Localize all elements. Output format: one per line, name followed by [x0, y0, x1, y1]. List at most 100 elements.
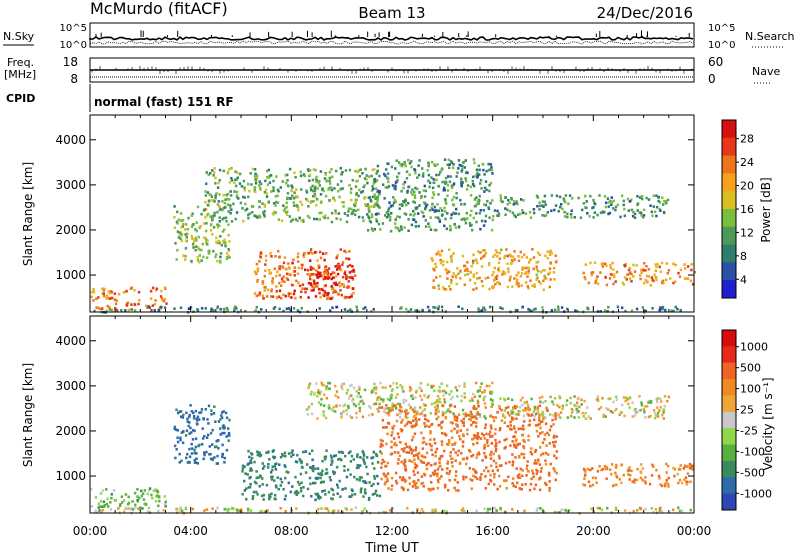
echo-cell — [354, 201, 357, 205]
echo-cell — [513, 250, 516, 253]
echo-cell — [482, 469, 486, 472]
echo-cell — [278, 273, 281, 277]
echo-cell — [205, 256, 209, 259]
echo-cell — [331, 460, 334, 464]
echo-cell — [350, 187, 353, 191]
echo-cell — [228, 198, 231, 201]
echo-cell — [507, 397, 510, 400]
station-title: McMurdo (fitACF) — [90, 0, 228, 18]
echo-cell — [90, 295, 93, 299]
echo-cell — [549, 413, 552, 416]
echo-cell — [345, 277, 348, 280]
echo-cell — [442, 394, 445, 397]
echo-cell — [689, 464, 692, 468]
echo-cell — [423, 184, 426, 188]
echo-cell — [351, 276, 354, 279]
echo-cell — [271, 281, 274, 285]
echo-cell — [539, 507, 542, 510]
echo-cell — [324, 275, 327, 279]
echo-cell — [315, 203, 318, 207]
echo-cell — [329, 309, 332, 312]
echo-cell — [296, 205, 300, 209]
echo-cell — [333, 271, 336, 275]
echo-cell — [294, 218, 298, 221]
power-ytick-label: 2000 — [55, 223, 86, 237]
echo-cell — [636, 195, 639, 198]
echo-cell — [452, 182, 456, 185]
echo-cell — [410, 394, 413, 398]
echo-cell — [442, 186, 446, 190]
echo-cell — [589, 468, 592, 472]
echo-cell — [484, 214, 488, 218]
echo-cell — [448, 163, 451, 166]
echo-cell — [479, 227, 482, 231]
echo-cell — [424, 425, 427, 428]
echo-cell — [437, 480, 440, 484]
echo-cell — [626, 397, 629, 401]
echo-cell — [182, 254, 185, 257]
echo-cell — [290, 455, 293, 458]
echo-cell — [456, 429, 459, 433]
echo-cell — [175, 448, 178, 451]
echo-cell — [311, 252, 314, 255]
echo-cell — [566, 212, 569, 216]
echo-cell — [309, 265, 312, 269]
echo-cell — [471, 399, 474, 402]
echo-cell — [148, 489, 151, 492]
echo-cell — [441, 209, 444, 212]
echo-cell — [276, 188, 280, 192]
echo-cell — [505, 486, 508, 490]
echo-cell — [516, 202, 519, 206]
echo-cell — [522, 211, 525, 214]
echo-cell — [341, 451, 345, 454]
echo-cell — [192, 411, 195, 415]
echo-cell — [410, 165, 413, 169]
echo-cell — [403, 180, 407, 184]
echo-cell — [246, 473, 249, 476]
echo-cell — [206, 212, 210, 216]
echo-cell — [206, 203, 210, 207]
echo-cell — [613, 273, 616, 277]
echo-cell — [541, 420, 544, 423]
echo-cell — [490, 427, 493, 430]
echo-cell — [245, 207, 249, 211]
echo-cell — [302, 255, 306, 259]
echo-cell — [349, 450, 352, 453]
echo-cell — [235, 190, 239, 194]
echo-cell — [230, 220, 234, 223]
echo-cell — [478, 276, 481, 280]
echo-cell — [551, 400, 554, 403]
echo-cell — [463, 385, 466, 388]
echo-cell — [628, 478, 631, 481]
echo-cell — [219, 255, 222, 259]
echo-cell — [439, 455, 442, 458]
echo-cell — [274, 468, 278, 471]
echo-cell — [410, 438, 414, 442]
echo-cell — [286, 272, 289, 276]
echo-cell — [521, 268, 524, 271]
echo-cell — [535, 509, 539, 512]
echo-cell — [487, 444, 490, 447]
echo-cell — [246, 182, 250, 186]
echo-cell — [493, 209, 497, 212]
echo-cell — [624, 263, 627, 266]
echo-cell — [584, 417, 588, 420]
echo-cell — [389, 509, 392, 512]
echo-cell — [344, 454, 347, 458]
echo-cell — [565, 399, 569, 402]
echo-cell — [221, 431, 224, 435]
echo-cell — [452, 195, 456, 199]
echo-cell — [400, 189, 403, 193]
freq-label-line1: Freq. — [7, 56, 34, 69]
echo-cell — [408, 476, 411, 480]
echo-cell — [632, 210, 635, 213]
echo-cell — [386, 186, 389, 189]
echo-cell — [475, 509, 478, 513]
echo-cell — [305, 191, 309, 194]
echo-cell — [273, 210, 276, 214]
echo-cell — [300, 460, 303, 464]
echo-cell — [179, 237, 182, 240]
echo-cell — [250, 183, 253, 186]
echo-cell — [645, 274, 649, 278]
echo-cell — [476, 413, 479, 416]
